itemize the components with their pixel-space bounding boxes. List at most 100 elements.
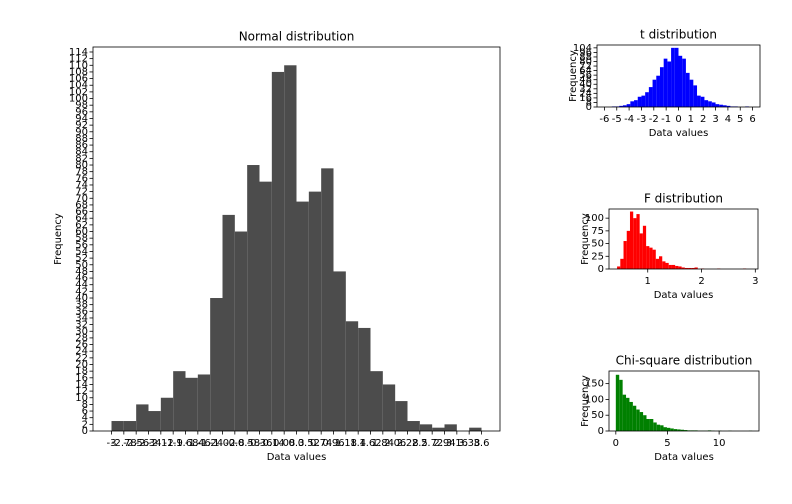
bar xyxy=(623,241,627,269)
y-tick-label: 0 xyxy=(82,426,88,437)
y-tick-label: 30 xyxy=(75,326,88,337)
y-tick-label: 84 xyxy=(75,147,88,158)
y-tick-label: 100 xyxy=(585,394,604,405)
y-tick-label: 4 xyxy=(82,413,88,424)
x-tick-label: -3 xyxy=(636,114,646,125)
bar xyxy=(271,71,285,432)
x-tick-label: 2.28 xyxy=(396,438,418,449)
y-tick-label: 106 xyxy=(69,74,88,85)
bar xyxy=(722,105,727,107)
bar xyxy=(663,427,667,431)
x-tick-label: 2.72 xyxy=(421,438,443,449)
bar xyxy=(656,75,660,107)
y-tick-label: 10 xyxy=(75,393,88,404)
x-tick-label: -2.78 xyxy=(111,438,137,449)
x-tick-label: 5 xyxy=(664,438,670,449)
x-tick-label: 1.18 xyxy=(335,438,357,449)
bar xyxy=(675,265,679,269)
bar xyxy=(663,58,668,107)
y-tick-label: 6 xyxy=(82,406,88,417)
y-tick-label: 50 xyxy=(75,260,88,271)
x-tick-label: 2 xyxy=(698,276,704,287)
y-tick-label: 78 xyxy=(75,167,88,178)
x-tick-label: 2 xyxy=(700,114,706,125)
bar xyxy=(636,409,640,431)
bar xyxy=(160,397,174,431)
bar xyxy=(689,79,694,107)
y-tick-label: 34 xyxy=(75,313,88,324)
y-tick-label: 44 xyxy=(75,280,88,291)
y-tick-label: 108 xyxy=(69,67,88,78)
y-tick-label: 24 xyxy=(75,346,88,357)
bar xyxy=(660,425,664,431)
y-axis-label: Frequency xyxy=(568,50,579,102)
x-tick-label: -0.58 xyxy=(234,438,260,449)
y-tick-label: 96 xyxy=(75,107,88,118)
bar xyxy=(684,267,689,269)
x-tick-label: -4 xyxy=(624,114,634,125)
bar xyxy=(395,401,408,431)
x-tick-label: 1.62 xyxy=(359,438,381,449)
x-tick-label: 2.5 xyxy=(412,438,428,449)
bar xyxy=(247,165,260,431)
y-tick-label: 110 xyxy=(69,60,88,71)
bar xyxy=(637,96,642,107)
y-tick-label: 22 xyxy=(75,353,88,364)
bar xyxy=(234,231,248,431)
y-tick-label: 88 xyxy=(75,133,88,144)
bar xyxy=(662,261,666,269)
y-tick-label: 28 xyxy=(75,333,88,344)
y-tick-label: 8 xyxy=(82,399,88,410)
bar xyxy=(726,105,731,107)
bar xyxy=(694,267,698,269)
bar xyxy=(321,168,334,431)
bar xyxy=(671,47,675,107)
y-tick-label: 72 xyxy=(579,61,592,72)
x-tick-label: 1.4 xyxy=(350,438,366,449)
y-tick-label: 64 xyxy=(579,66,592,77)
bar xyxy=(665,262,669,269)
bar xyxy=(444,424,457,431)
y-tick-label: 26 xyxy=(75,340,88,351)
bar xyxy=(222,214,235,431)
bar xyxy=(636,214,640,269)
bar xyxy=(697,95,701,107)
bar xyxy=(685,72,690,107)
bar xyxy=(667,61,672,107)
y-tick-label: 2 xyxy=(82,419,88,430)
y-tick-label: 12 xyxy=(75,386,88,397)
y-tick-label: 48 xyxy=(75,266,88,277)
bar xyxy=(123,421,137,431)
x-tick-label: 6 xyxy=(749,114,755,125)
x-tick-label: 2.06 xyxy=(384,438,406,449)
x-tick-label: -2.56 xyxy=(123,438,149,449)
y-tick-label: 50 xyxy=(591,239,604,250)
bar xyxy=(296,201,309,431)
chart-title: F distribution xyxy=(644,192,723,206)
bar xyxy=(668,264,672,269)
y-tick-label: 60 xyxy=(75,227,88,238)
x-tick-label: 3 xyxy=(752,276,758,287)
bar xyxy=(469,427,482,431)
y-tick-label: 24 xyxy=(579,88,592,99)
bar xyxy=(666,427,671,431)
bar xyxy=(629,211,634,269)
bar xyxy=(615,374,620,431)
x-tick-label: 0.96 xyxy=(322,438,344,449)
bar xyxy=(719,104,723,107)
x-tick-label: 3.16 xyxy=(446,438,468,449)
y-tick-label: 76 xyxy=(75,173,88,184)
y-tick-label: 32 xyxy=(579,84,592,95)
x-tick-label: -0.8 xyxy=(225,438,245,449)
x-tick-label: -1.9 xyxy=(163,438,183,449)
x-axis-label: Data values xyxy=(654,452,714,463)
y-tick-label: 16 xyxy=(75,373,88,384)
bar xyxy=(626,230,630,269)
bar xyxy=(407,421,420,431)
y-tick-label: 94 xyxy=(75,113,88,124)
y-tick-label: 52 xyxy=(75,253,88,264)
bar xyxy=(645,92,649,107)
x-axis-label: Data values xyxy=(654,290,714,301)
bar xyxy=(382,384,396,431)
